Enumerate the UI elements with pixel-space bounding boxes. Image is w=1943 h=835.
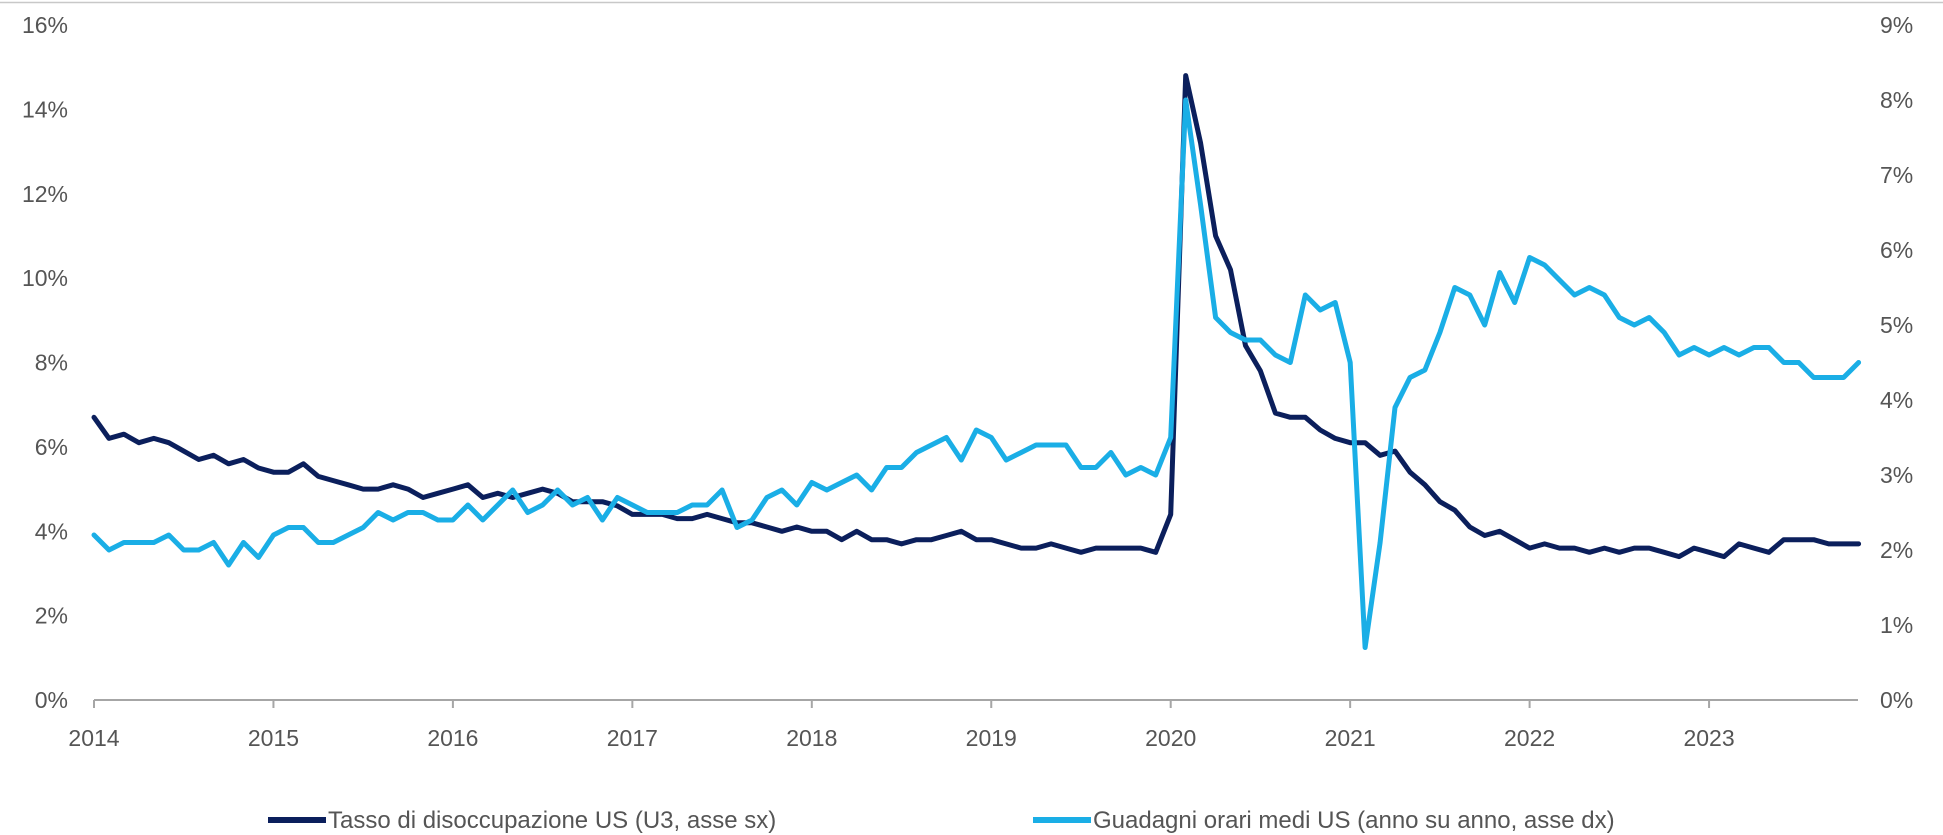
right-tick-label: 8% [1880,87,1913,113]
right-tick-label: 3% [1880,462,1913,488]
left-tick-label: 4% [35,518,68,544]
series-line-earnings [91,97,1862,650]
x-tick-label: 2021 [1325,725,1376,751]
x-tick-label: 2019 [966,725,1017,751]
x-tick-label: 2015 [248,725,299,751]
x-tick-label: 2018 [786,725,837,751]
legend-label-unemployment: Tasso di disoccupazione US (U3, asse sx) [328,807,776,834]
left-tick-label: 0% [35,687,68,713]
right-tick-label: 5% [1880,312,1913,338]
x-tick-label: 2023 [1683,725,1734,751]
right-tick-label: 2% [1880,537,1913,563]
x-tick-label: 2016 [427,725,478,751]
legend-label-earnings: Guadagni orari medi US (anno su anno, as… [1093,807,1615,834]
left-tick-label: 16% [22,12,68,38]
right-tick-label: 9% [1880,12,1913,38]
right-tick-label: 6% [1880,237,1913,263]
left-tick-label: 2% [35,603,68,629]
legend: Tasso di disoccupazione US (U3, asse sx)… [268,807,1615,834]
series-line-unemployment [91,73,1862,560]
left-tick-label: 8% [35,350,68,376]
left-axis-ticks: 0% 2% 4% 6% 8% 10% 12% 14% 16% [22,12,68,713]
left-tick-label: 10% [22,265,68,291]
series-layer [91,73,1862,650]
right-axis-ticks: 0% 1% 2% 3% 4% 5% 6% 7% 8% 9% [1880,12,1913,713]
x-tick-label: 2022 [1504,725,1555,751]
x-tick-label: 2017 [607,725,658,751]
x-tick-label: 2020 [1145,725,1196,751]
left-tick-label: 14% [22,96,68,122]
right-tick-label: 0% [1880,687,1913,713]
x-tick-label: 2014 [68,725,119,751]
right-tick-label: 1% [1880,612,1913,638]
right-tick-label: 4% [1880,387,1913,413]
left-tick-label: 6% [35,434,68,460]
x-axis-ticks: 2014 2015 2016 2017 2018 2019 2020 2021 2022 2023 [68,700,1735,751]
left-tick-label: 12% [22,181,68,207]
right-tick-label: 7% [1880,162,1913,188]
